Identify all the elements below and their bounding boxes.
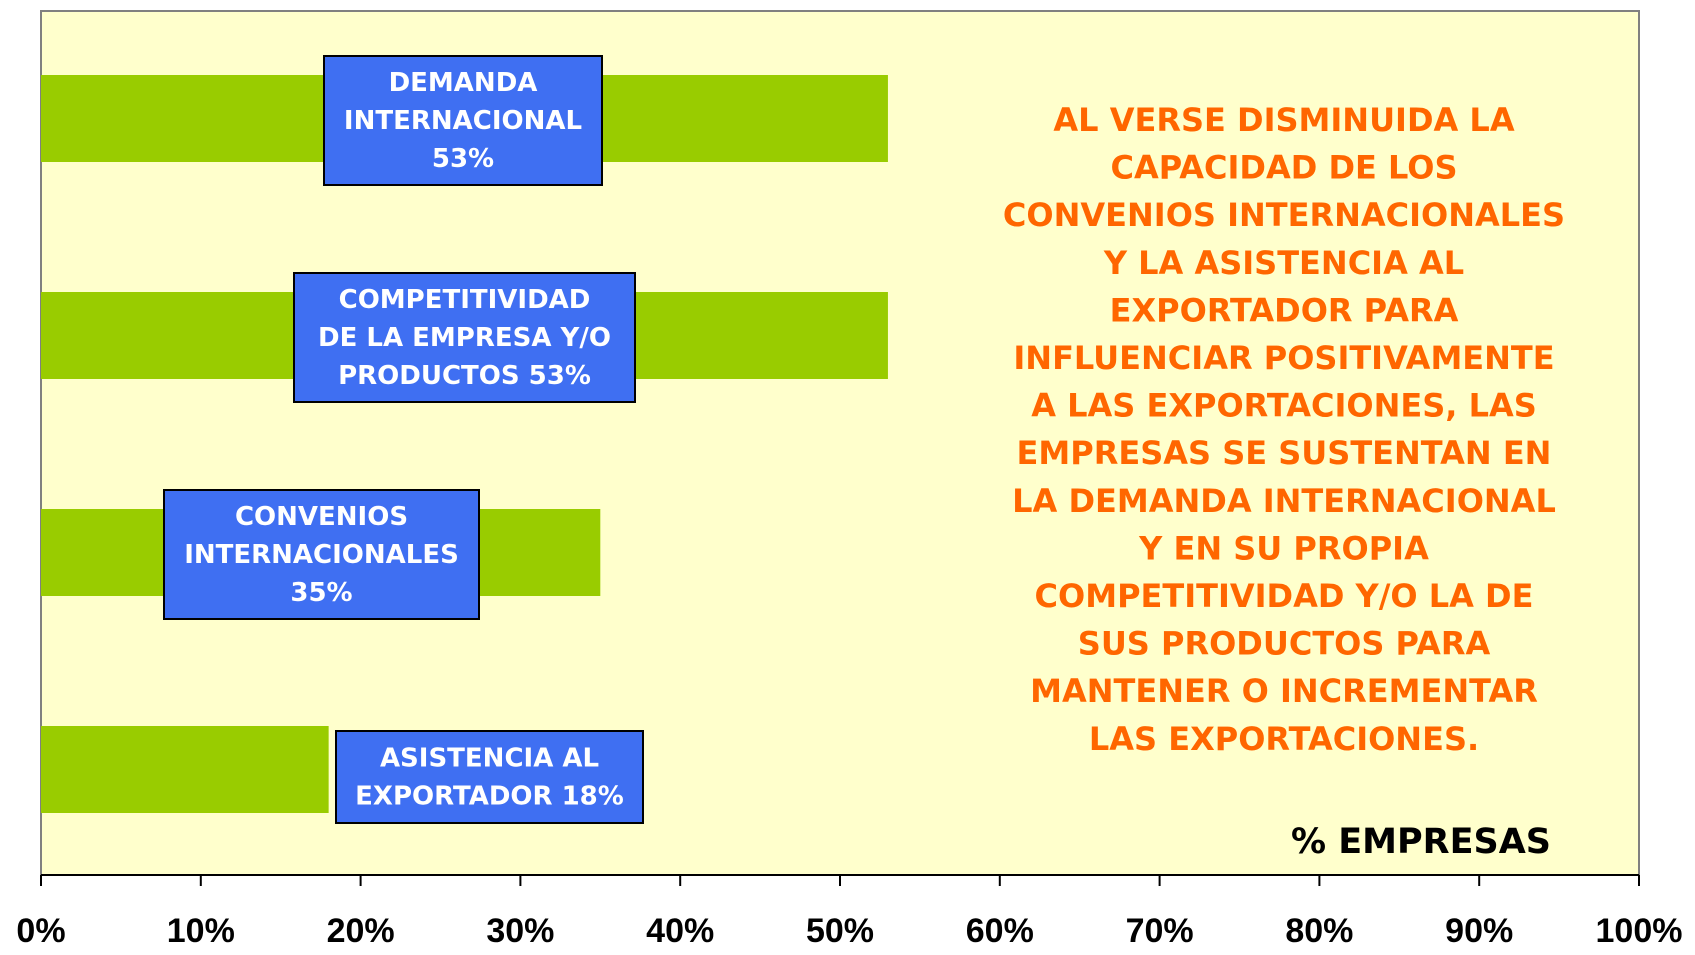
data-label: EXPORTADOR 18% xyxy=(355,782,624,812)
x-tick-label: 90% xyxy=(1445,912,1513,950)
x-tick-label: 40% xyxy=(646,912,714,950)
annotation-line: MANTENER O INCREMENTAR xyxy=(1030,672,1538,710)
data-label: DEMANDA xyxy=(389,68,538,98)
x-tick-label: 50% xyxy=(806,912,874,950)
label-box xyxy=(293,272,636,403)
data-label: 53% xyxy=(432,144,494,174)
annotation-line: COMPETITIVIDAD Y/O LA DE xyxy=(1035,577,1534,615)
x-tick-label: 30% xyxy=(486,912,554,950)
x-tick-label: 70% xyxy=(1126,912,1194,950)
annotation-line: INFLUENCIAR POSITIVAMENTE xyxy=(1013,339,1554,377)
data-label: PRODUCTOS 53% xyxy=(338,361,591,391)
annotation-line: Y EN SU PROPIA xyxy=(1138,529,1429,567)
annotation-line: LA DEMANDA INTERNACIONAL xyxy=(1012,482,1556,520)
data-label: ASISTENCIA AL xyxy=(380,744,599,774)
annotation-line: CONVENIOS INTERNACIONALES xyxy=(1003,196,1565,234)
x-tick-label: 100% xyxy=(1596,912,1683,950)
data-label: DE LA EMPRESA Y/O xyxy=(318,323,611,353)
label-box xyxy=(323,55,603,186)
data-label: CONVENIOS xyxy=(235,502,408,532)
label-box xyxy=(163,489,480,620)
annotation-line: CAPACIDAD DE LOS xyxy=(1110,149,1457,187)
annotation-line: AL VERSE DISMINUIDA LA xyxy=(1053,101,1514,139)
label-box xyxy=(335,730,644,824)
data-label: INTERNACIONALES xyxy=(184,540,459,570)
data-label: 35% xyxy=(290,578,352,608)
annotation-line: Y LA ASISTENCIA AL xyxy=(1103,244,1464,282)
annotation-line: EMPRESAS SE SUSTENTAN EN xyxy=(1017,434,1552,472)
x-tick-label: 80% xyxy=(1285,912,1353,950)
x-tick-label: 20% xyxy=(327,912,395,950)
x-axis-label: % EMPRESAS xyxy=(1291,822,1551,862)
annotation-line: LAS EXPORTACIONES. xyxy=(1089,720,1479,758)
bar xyxy=(41,726,329,813)
x-tick-label: 10% xyxy=(167,912,235,950)
x-tick-label: 60% xyxy=(966,912,1034,950)
annotation-line: EXPORTADOR PARA xyxy=(1110,291,1459,329)
annotation-line: A LAS EXPORTACIONES, LAS xyxy=(1031,387,1537,425)
annotation-line: SUS PRODUCTOS PARA xyxy=(1078,625,1491,663)
x-tick-label: 0% xyxy=(16,912,65,950)
data-label: COMPETITIVIDAD xyxy=(339,285,591,315)
data-label: INTERNACIONAL xyxy=(344,106,582,136)
